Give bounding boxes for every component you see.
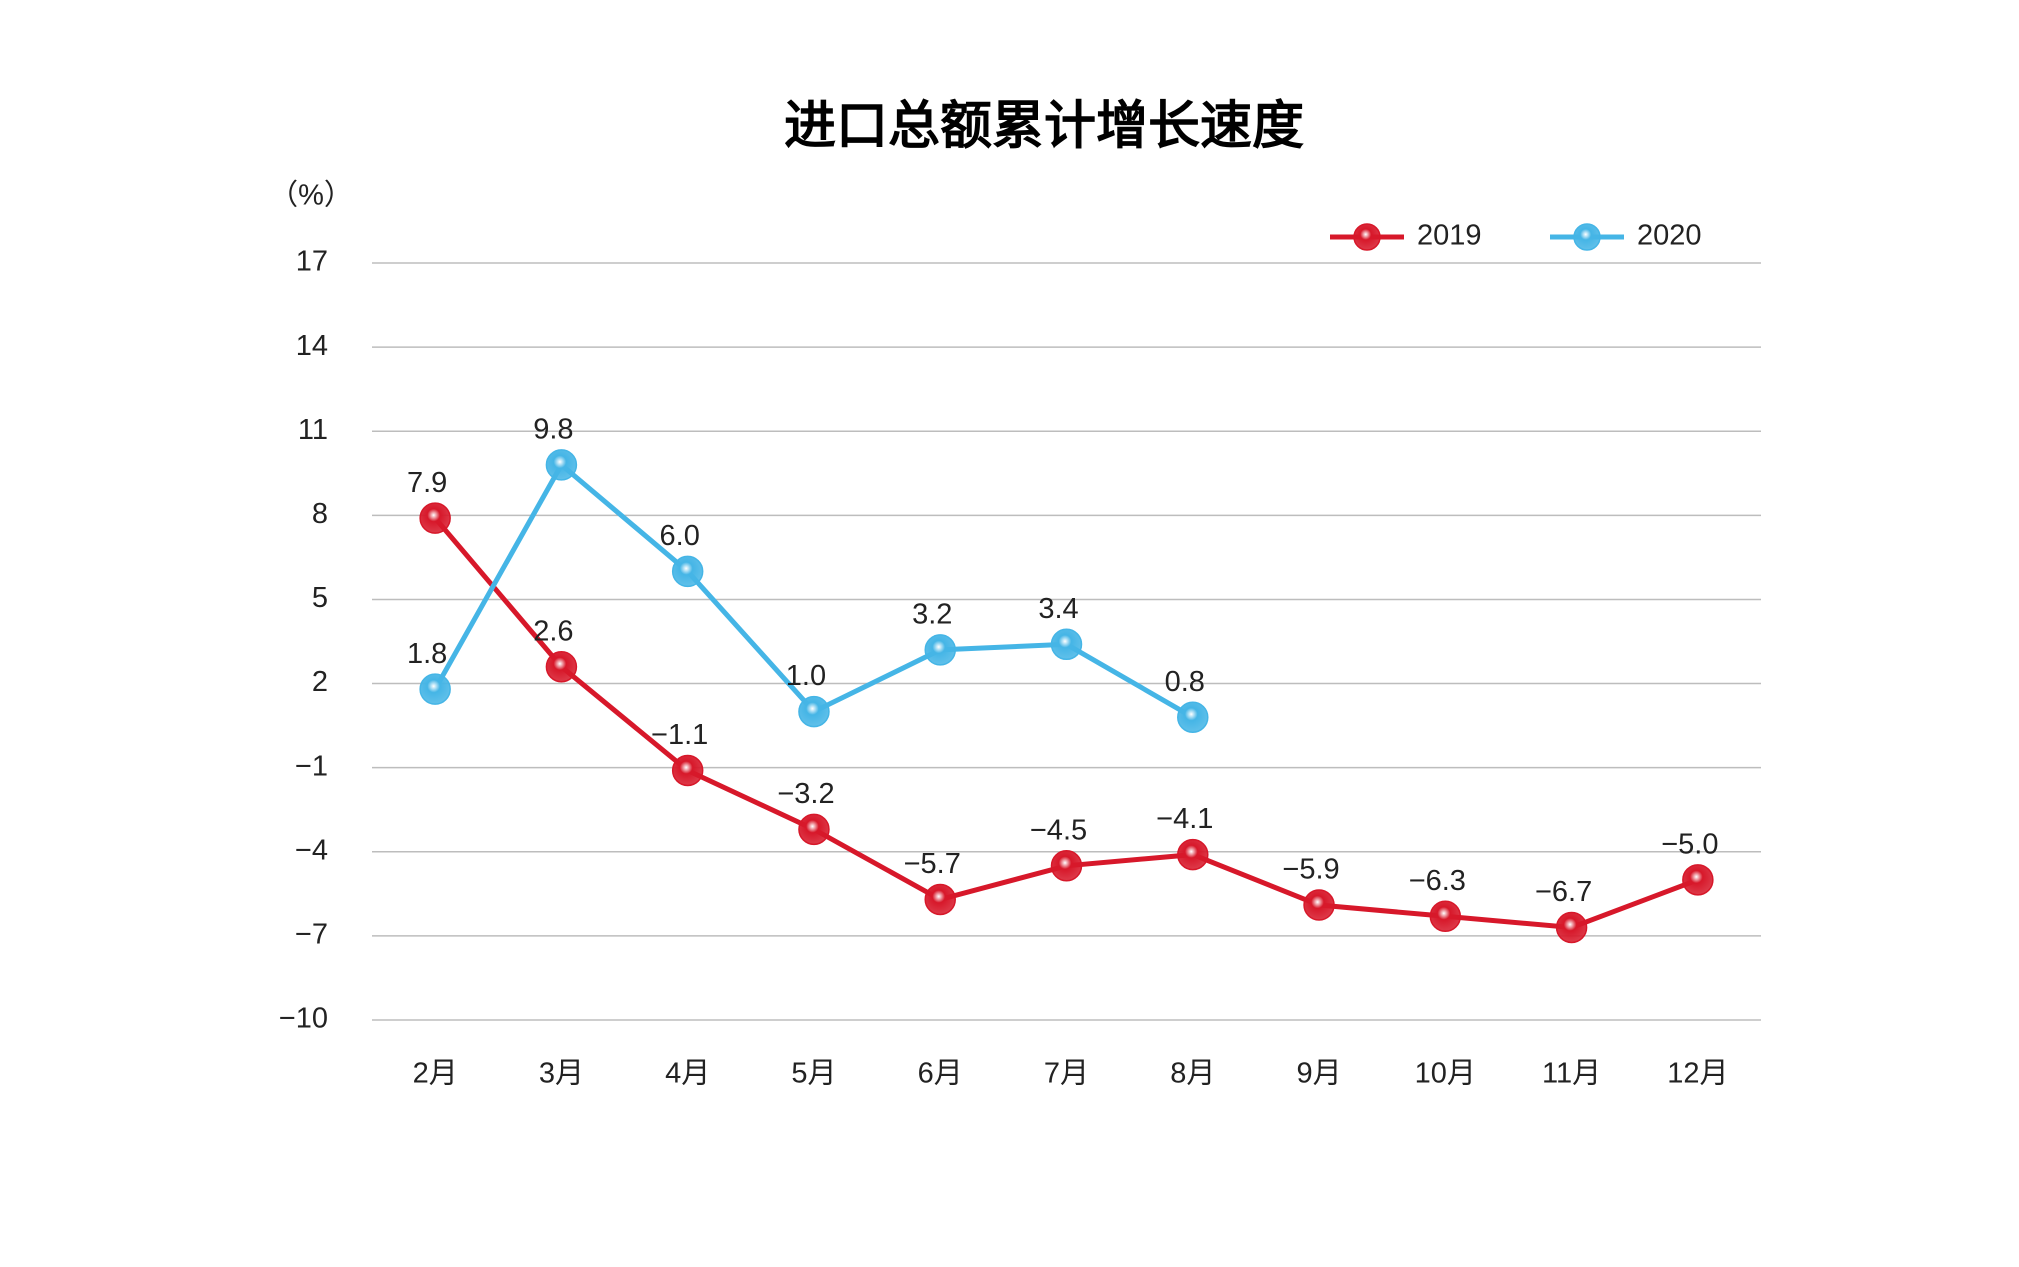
y-tick-label: 2 <box>312 666 328 698</box>
x-tick-label: 9月 <box>1296 1058 1341 1090</box>
chart-title: 进口总额累计增长速度 <box>784 96 1304 157</box>
point <box>798 695 830 728</box>
point <box>419 673 451 705</box>
y-tick-label: −1 <box>295 750 328 782</box>
value-label: −5.0 <box>1661 828 1718 860</box>
value-label: −6.3 <box>1409 865 1466 897</box>
x-tick-label: 6月 <box>918 1058 963 1090</box>
point <box>1303 889 1335 921</box>
point <box>1177 701 1209 733</box>
y-tick-label: 8 <box>312 498 328 530</box>
x-tick-label: 10月 <box>1415 1058 1476 1090</box>
value-label: −4.1 <box>1156 803 1213 835</box>
legend-marker <box>1573 223 1601 251</box>
value-label: 1.8 <box>407 638 447 670</box>
x-tick-label: 2月 <box>413 1058 458 1090</box>
value-label: 2.6 <box>533 615 573 647</box>
point <box>1682 864 1714 896</box>
value-label: −3.2 <box>777 778 834 810</box>
y-unit-label: （%） <box>269 180 353 212</box>
legend-marker <box>1353 223 1381 251</box>
value-label: −4.5 <box>1030 814 1087 846</box>
point <box>671 555 704 588</box>
value-label: 9.8 <box>533 414 573 446</box>
value-label: −1.1 <box>651 719 708 751</box>
x-tick-label: 11月 <box>1542 1058 1601 1090</box>
point <box>545 650 578 683</box>
point <box>1555 911 1588 944</box>
value-label: 3.4 <box>1038 593 1078 625</box>
x-tick-label: 7月 <box>1044 1058 1089 1090</box>
point <box>545 449 578 481</box>
x-tick-label: 8月 <box>1170 1058 1215 1090</box>
point <box>419 502 451 534</box>
value-label: 7.9 <box>407 467 447 499</box>
point <box>798 813 830 846</box>
legend-label: 2020 <box>1637 220 1702 252</box>
value-label: 3.2 <box>912 599 952 631</box>
legend-label: 2019 <box>1417 220 1482 252</box>
y-tick-label: −4 <box>295 834 328 866</box>
y-tick-label: 14 <box>296 330 328 362</box>
y-tick-label: 11 <box>298 414 328 446</box>
y-tick-label: −7 <box>295 919 328 951</box>
value-label: −5.9 <box>1282 854 1339 886</box>
x-tick-label: 3月 <box>539 1058 584 1090</box>
x-tick-label: 5月 <box>791 1058 836 1090</box>
value-label: −6.7 <box>1535 876 1592 908</box>
point <box>924 883 956 916</box>
point <box>924 634 956 666</box>
value-label: 1.0 <box>786 660 826 692</box>
value-label: −5.7 <box>904 848 961 880</box>
point <box>1177 838 1209 871</box>
y-tick-label: −10 <box>279 1003 328 1035</box>
point <box>1050 628 1083 661</box>
point <box>1429 900 1462 933</box>
y-tick-label: 5 <box>312 582 328 614</box>
value-label: 6.0 <box>660 520 700 552</box>
x-tick-label: 4月 <box>665 1058 710 1090</box>
point <box>671 754 704 787</box>
y-tick-label: 17 <box>296 246 328 278</box>
point <box>1050 850 1083 882</box>
value-label: 0.8 <box>1165 666 1205 698</box>
x-tick-label: 12月 <box>1667 1058 1728 1090</box>
